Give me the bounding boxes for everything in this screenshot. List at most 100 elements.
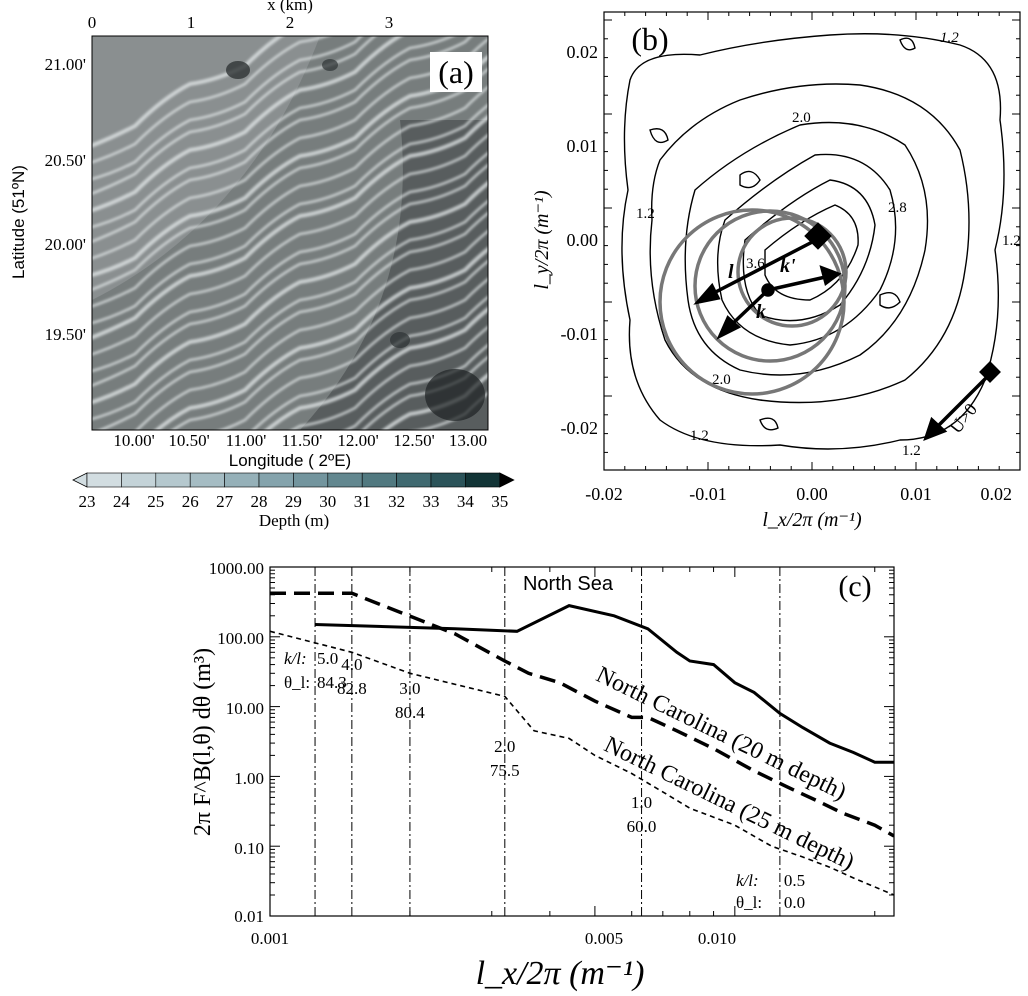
sand-wave-ridge [170,259,488,430]
panel-c-y-tick: 10.00 [226,699,264,718]
k-over-l-value: 5.0 [317,649,338,668]
contour-label: 1.2 [940,30,959,46]
colorbar-tick-label: 34 [457,492,475,511]
panel-c-x-tick: 0.001 [251,929,289,948]
longitude-axis-title: Longitude ( 2ºE) [229,451,351,470]
colorbar-tick-label: 29 [285,492,302,511]
sand-wave-ridge [263,306,488,430]
x-km-tick: 2 [286,13,295,32]
colorbar-over-arrow [499,472,515,488]
sand-wave-ridge [92,36,364,181]
k-over-l-value: 2.0 [494,737,515,756]
theta-value: 0.0 [784,893,805,912]
panel-a: (a) x (km) 0 1 2 3 Latitude (51ºN) 21.00… [9,0,515,530]
longitude-tick: 10.00' [113,431,154,450]
panel-c-x-tick: 0.005 [585,929,623,948]
panel-b-ticks [603,12,1021,470]
contour-label: 1.2 [636,206,655,222]
colorbar-tick-label: 25 [147,492,164,511]
sand-wave-ridge [135,229,488,430]
spectra-series [270,591,894,896]
k-over-l-value: 4.0 [341,655,362,674]
colorbar-tick-label: 24 [113,492,131,511]
panel-c-y-axis-title: 2π F^B(l,θ) dθ (m³) [190,648,216,836]
contour-label: 1.2 [690,428,709,444]
colorbar-tick-label: 27 [216,492,234,511]
depth-colorbar: 23 24 25 26 27 28 29 30 31 32 33 34 35 [72,472,515,511]
colorbar-swatch [224,472,260,488]
panel-b-y-tick: 0.01 [567,136,599,156]
panel-b-y-tick: -0.01 [561,324,599,344]
colorbar-title: Depth (m) [259,511,329,530]
sand-wave-ridge [92,180,488,405]
theta-value: 82.8 [337,679,367,698]
panel-c-y-tick: 1000.00 [209,559,264,578]
series-line [314,604,894,764]
x-km-axis-title: x (km) [267,0,313,14]
colorbar-tick-label: 33 [423,492,440,511]
sand-wave-ridge [153,246,488,430]
theta-value: 80.4 [395,703,425,722]
sand-wave-ridge [218,277,488,430]
colorbar-tick-label: 31 [354,492,371,511]
theta-row-label: θ_l: [736,893,762,912]
panel-c-y-tick: 100.00 [217,629,264,648]
vector-kprime-label: k' [780,255,796,277]
latitude-tick: 20.00' [45,235,86,254]
longitude-tick: 11.50' [282,431,323,450]
colorbar-swatch [189,472,225,488]
colorbar-tick-label: 28 [251,492,268,511]
colorbar-under-arrow [72,472,88,488]
contour-label: 1.2 [1002,233,1021,249]
vector-l-label: l [728,261,734,283]
sand-wave-ridge [290,325,488,430]
panel-b-y-tick: 0.00 [567,230,599,250]
contour-label: 2.0 [792,110,811,126]
panel-c-frame [269,566,895,917]
sand-wave-ridge [97,211,488,430]
series-line [270,630,894,896]
sand-wave-ridge [92,103,488,325]
colorbar-swatch [327,472,363,488]
sand-wave-ridge [92,36,377,195]
series-label-north-sea: North Sea [523,573,614,595]
sand-wave-ridge [92,133,488,356]
x-km-tick: 3 [385,13,394,32]
panel-a-label-box [430,52,482,92]
colorbar-swatch [155,472,191,488]
wave-vectors [693,222,1001,441]
longitude-tick: 12.00' [337,431,378,450]
panel-b-y-axis-title: l_y/2π (m⁻¹) [531,190,553,290]
colorbar-tick-label: 23 [79,492,96,511]
x-km-tick: 1 [187,13,196,32]
k-over-l-value: 3.0 [399,679,420,698]
panel-c-y-tick: 0.01 [234,907,264,926]
panel-c: 5.0 84.34.0 82.8 3.0 80.4 2.0 75.5 1.0 60.0 0.5 0.… [190,559,895,992]
sand-wave-ridge [92,85,488,308]
colorbar-tick-label: 30 [319,492,336,511]
panel-b-x-tick: -0.01 [689,484,727,504]
colorbar-tick-label: 32 [388,492,405,511]
panel-b-x-axis-title: l_x/2π (m⁻¹) [762,509,862,531]
panel-c-x-tick: 0.010 [698,929,736,948]
sand-wave-ridges [92,36,488,430]
colorbar-tick-label: 35 [491,492,508,511]
panel-b-y-tick: -0.02 [561,418,599,438]
kl-row-label: k/l: [736,871,759,890]
k-over-l-lines: 5.0 84.34.0 82.8 3.0 80.4 2.0 75.5 1.0 60.0 0.5 0.… [314,567,805,916]
panel-b-x-tick: 0.00 [796,484,828,504]
colorbar-swatch [258,472,294,488]
series-line [270,591,894,838]
panel-b-x-tick: 0.01 [900,484,932,504]
contour-label: 2.8 [888,200,907,216]
panel-b: (b) -0.02 -0.01 0.00 0.01 0.02 0.02 0.01… [531,11,1021,531]
colorbar-swatch [293,472,329,488]
colorbar-swatch [430,472,466,488]
sand-wave-ridge [92,36,331,164]
sand-wave-ridge [92,36,474,243]
sand-wave-ridge [92,36,404,213]
panel-c-y-tick: 1.00 [234,769,264,788]
sand-wave-ridge [92,151,488,373]
k-over-l-value: 1.0 [631,793,652,812]
